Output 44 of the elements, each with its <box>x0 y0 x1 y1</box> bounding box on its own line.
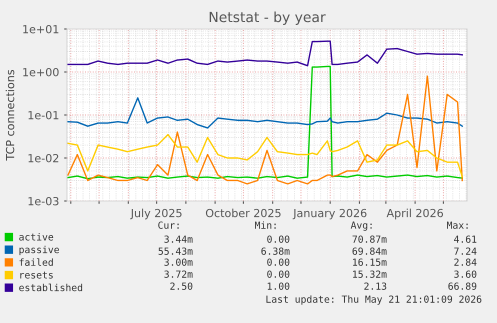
y-tick-label: 1e-02 <box>28 154 58 162</box>
y-tick-label: 1e+01 <box>23 24 58 34</box>
text: 69.84m <box>352 247 387 255</box>
text: 0.00 <box>267 258 290 266</box>
text: 16.15m <box>353 258 387 266</box>
x-tick-label: April 2026 <box>386 208 444 220</box>
text: Cur: <box>158 221 179 229</box>
legend-label: active <box>19 233 54 241</box>
text: Max: <box>446 222 468 229</box>
text: 3.44m <box>164 235 193 243</box>
x-tick-label: July 2025 <box>130 208 182 220</box>
text: 6.38m <box>261 247 290 255</box>
chart-title: Netstat - by year <box>210 12 326 25</box>
x-tick-label: October 2025 <box>206 208 281 218</box>
text: 3.00m <box>164 258 193 266</box>
text: 2.84 <box>454 258 477 266</box>
x-tick-label: January 2026 <box>292 208 366 220</box>
text: 2.13 <box>364 282 386 290</box>
y-tick-label: 1e-01 <box>28 110 58 120</box>
text: 4.61 <box>454 235 476 243</box>
y-tick-label: 1e+00 <box>23 68 59 76</box>
y-tick-label: 1e-03 <box>28 196 58 206</box>
text: 0.00 <box>267 235 290 243</box>
text: 15.32m <box>353 270 387 278</box>
text: 0.00 <box>267 270 290 278</box>
line-series <box>67 40 463 66</box>
y-axis-title: TCP connections <box>6 70 14 161</box>
text: 3.60 <box>454 270 476 278</box>
legend-label: established <box>19 284 82 292</box>
legend-label: passive <box>20 246 60 256</box>
text: 55.43m <box>158 247 193 255</box>
text: Avg: <box>350 222 372 231</box>
line-series <box>67 97 463 129</box>
text: 70.87m <box>352 235 387 243</box>
text: Last update: Thu May 21 21:01:09 2026 <box>266 295 482 305</box>
text: 7.24 <box>454 247 477 255</box>
legend-label: failed <box>20 258 53 266</box>
line-series <box>67 134 463 178</box>
text: Min: <box>254 221 276 229</box>
text: 2.50 <box>170 282 192 290</box>
legend-label: resets <box>20 272 53 279</box>
text: 1.00 <box>268 282 290 290</box>
text: 66.89 <box>448 282 476 290</box>
text: 3.72m <box>164 270 193 278</box>
